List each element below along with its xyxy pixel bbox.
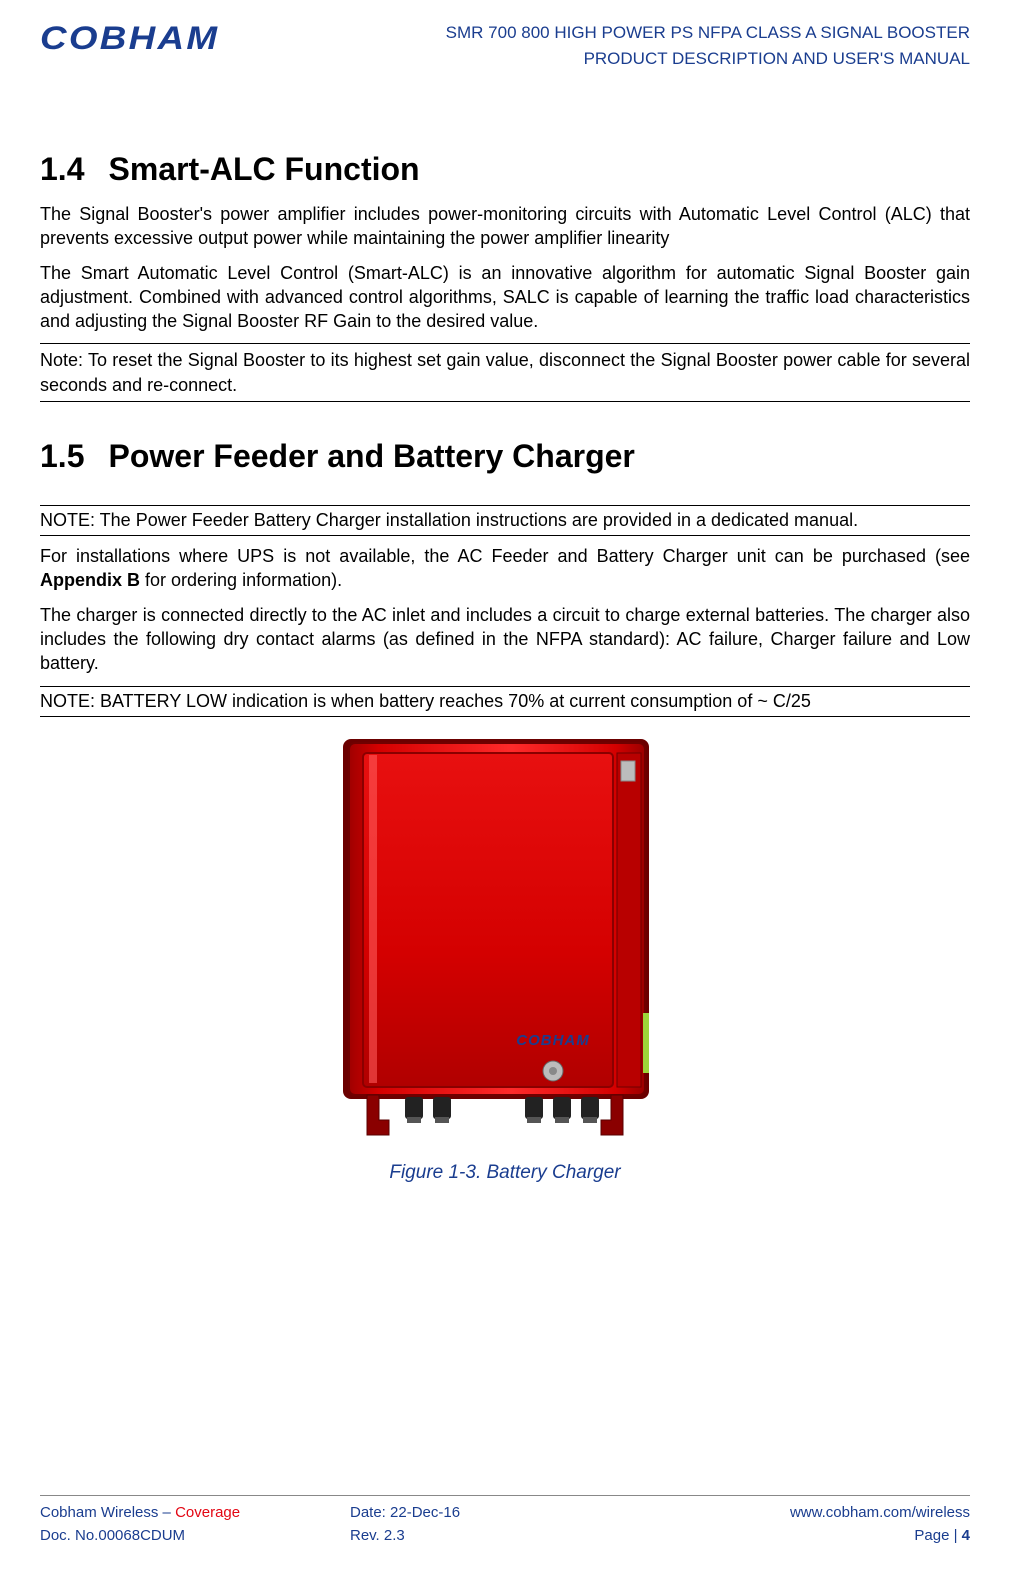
section-1-4-para-1: The Signal Booster's power amplifier inc… (40, 202, 970, 251)
footer-right-row2: Page | 4 (660, 1527, 970, 1544)
section-1-5-para-2: The charger is connected directly to the… (40, 603, 970, 676)
svg-text:COBHAM: COBHAM (516, 1032, 590, 1049)
section-1-4-heading: 1.4 Smart-ALC Function (40, 151, 970, 188)
footer-dash: – (158, 1504, 175, 1521)
footer-center-row1: Date: 22-Dec-16 (350, 1504, 660, 1521)
doc-title-line2: PRODUCT DESCRIPTION AND USER'S MANUAL (446, 46, 970, 72)
section-1-4-note-text: Note: To reset the Signal Booster to its… (40, 348, 970, 397)
section-1-5-para-1b: for ordering information). (140, 570, 342, 590)
footer-left-row1: Cobham Wireless – Coverage (40, 1504, 350, 1521)
footer-page-label: Page | (914, 1527, 961, 1544)
section-1-4-para-2: The Smart Automatic Level Control (Smart… (40, 261, 970, 334)
section-1-5-note-2: NOTE: BATTERY LOW indication is when bat… (40, 686, 970, 717)
footer-page-number: 4 (962, 1527, 970, 1544)
section-1-4-note: Note: To reset the Signal Booster to its… (40, 343, 970, 402)
section-1-5-title: Power Feeder and Battery Charger (108, 438, 634, 474)
section-1-5-number: 1.5 (40, 438, 84, 474)
page-root: COBHAM SMR 700 800 HIGH POWER PS NFPA CL… (0, 0, 1010, 1570)
section-1-5-para-1a: For installations where UPS is not avail… (40, 546, 970, 566)
page-header: COBHAM SMR 700 800 HIGH POWER PS NFPA CL… (40, 20, 970, 71)
footer-left-row2: Doc. No.00068CDUM (40, 1527, 350, 1544)
footer-coverage: Coverage (175, 1504, 240, 1521)
doc-title-line1: SMR 700 800 HIGH POWER PS NFPA CLASS A S… (446, 20, 970, 46)
footer-center-row2: Rev. 2.3 (350, 1527, 660, 1544)
section-1-5-note-1: NOTE: The Power Feeder Battery Charger i… (40, 505, 970, 536)
section-1-5-para-1: For installations where UPS is not avail… (40, 544, 970, 593)
document-title-block: SMR 700 800 HIGH POWER PS NFPA CLASS A S… (446, 20, 970, 71)
section-1-4-number: 1.4 (40, 151, 84, 187)
footer-right-row1: www.cobham.com/wireless (660, 1504, 970, 1521)
footer-company: Cobham Wireless (40, 1504, 158, 1521)
figure-1-3-caption: Figure 1-3. Battery Charger (40, 1162, 970, 1184)
company-logo: COBHAM (40, 20, 219, 57)
appendix-b-ref: Appendix B (40, 570, 140, 590)
section-1-4-title: Smart-ALC Function (108, 151, 419, 187)
figure-1-3: COBHAM (40, 725, 970, 1184)
page-footer: Cobham Wireless – Coverage Date: 22-Dec-… (40, 1495, 970, 1544)
battery-charger-image: COBHAM (315, 725, 695, 1145)
section-1-5-heading: 1.5 Power Feeder and Battery Charger (40, 438, 970, 475)
